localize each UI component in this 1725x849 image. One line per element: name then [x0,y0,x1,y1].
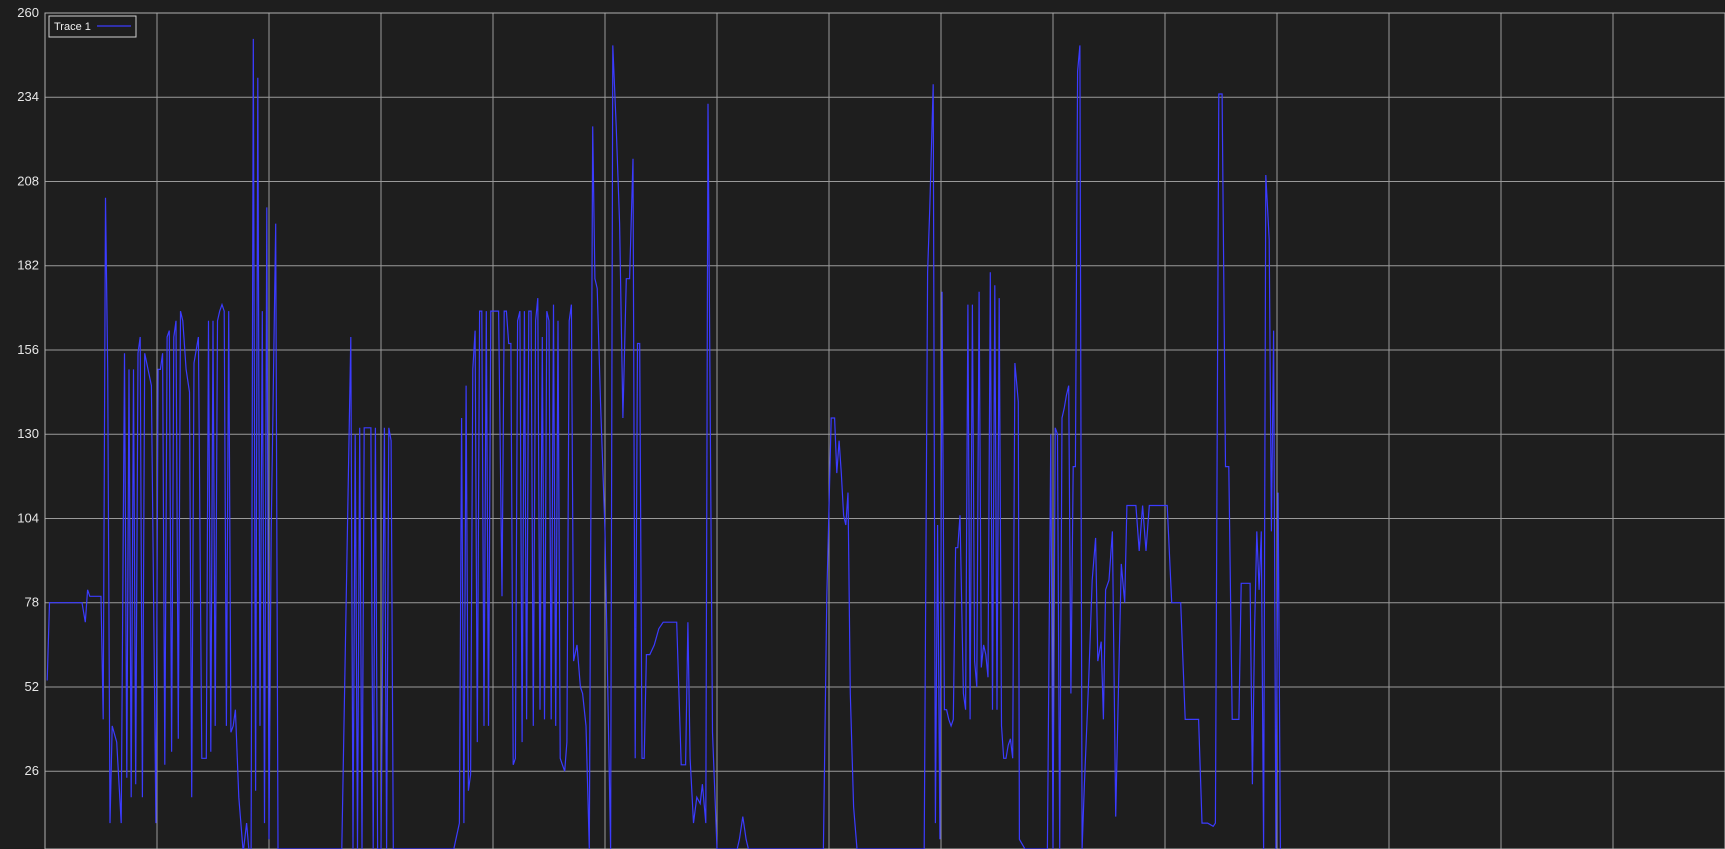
y-tick-label: 208 [17,173,39,188]
y-tick-label: 182 [17,258,39,273]
axes-frame [44,12,1725,849]
y-tick-label: 234 [17,89,39,104]
y-tick-label: 26 [25,763,39,778]
y-tick-labels: 26 52 78 104 130 156 182 208 234 260 [17,5,39,778]
y-tick-label: 104 [17,510,39,525]
legend-box [48,15,137,38]
y-tick-label: 130 [17,426,39,441]
y-tick-label: 52 [25,679,39,694]
trace-line-1 [46,38,1282,849]
y-tick-label: 78 [25,595,39,610]
legend[interactable]: Trace 1 [48,15,137,38]
y-tick-label: 260 [17,5,39,20]
legend-label: Trace 1 [54,21,91,33]
y-tick-label: 156 [17,342,39,357]
